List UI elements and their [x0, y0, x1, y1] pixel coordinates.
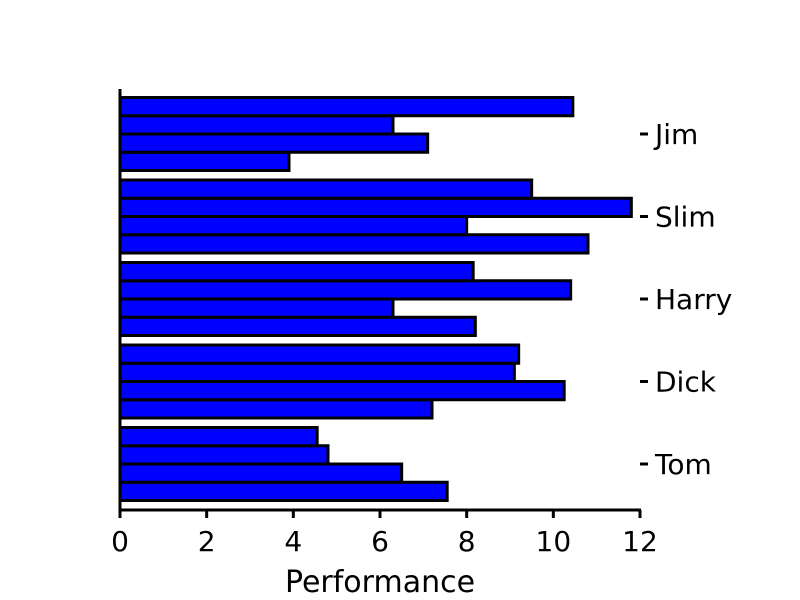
bar-jim-4 [118, 96, 575, 118]
bar-dick-1 [118, 398, 434, 420]
bar-harry-4 [118, 261, 475, 283]
bar-jim-1 [118, 150, 291, 172]
x-tick-label-4: 4 [284, 525, 302, 558]
x-tick-label-10: 10 [536, 525, 572, 558]
bar-jim-3 [118, 114, 395, 136]
bar-harry-2 [118, 297, 395, 319]
category-label-harry: Harry [655, 283, 732, 316]
category-label-tom: Tom [654, 448, 712, 481]
bar-dick-3 [118, 361, 516, 383]
x-tick-label-6: 6 [371, 525, 389, 558]
bar-harry-1 [118, 315, 477, 337]
x-tick-label-0: 0 [111, 525, 129, 558]
x-axis-label: Performance [285, 565, 475, 600]
bar-dick-2 [118, 380, 566, 402]
bar-harry-3 [118, 279, 573, 301]
x-ticks-group: 0 2 4 6 8 10 12 [111, 510, 658, 558]
category-label-jim: Jim [653, 118, 698, 151]
category-label-slim: Slim [655, 201, 716, 234]
bar-tom-2 [118, 462, 404, 484]
x-tick-label-12: 12 [622, 525, 658, 558]
bars-group [118, 96, 633, 502]
bar-slim-4 [118, 178, 534, 200]
bar-tom-3 [118, 444, 330, 466]
bar-tom-1 [118, 480, 449, 502]
category-labels-group: Tom Dick Harry Slim Jim [640, 118, 732, 481]
x-tick-label-2: 2 [198, 525, 216, 558]
category-label-dick: Dick [655, 366, 717, 399]
bar-slim-1 [118, 233, 590, 255]
bar-jim-2 [118, 132, 430, 154]
bar-slim-2 [118, 215, 469, 237]
bar-tom-4 [118, 426, 319, 448]
bar-dick-4 [118, 343, 521, 365]
x-tick-label-8: 8 [458, 525, 476, 558]
bar-slim-3 [118, 196, 633, 218]
